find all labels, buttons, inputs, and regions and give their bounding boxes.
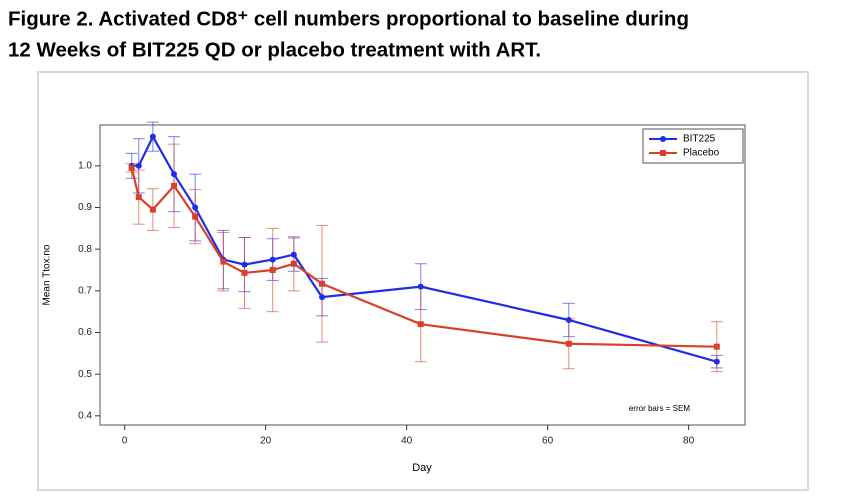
data-point xyxy=(128,164,135,171)
legend-label: BIT225 xyxy=(683,134,716,145)
x-tick-label: 0 xyxy=(122,436,128,447)
data-point xyxy=(171,182,178,189)
y-tick-label: 0.5 xyxy=(78,369,92,380)
y-tick-label: 0.8 xyxy=(78,244,92,255)
data-point xyxy=(417,283,424,290)
x-tick-label: 40 xyxy=(401,436,413,447)
data-point xyxy=(171,171,178,178)
data-point xyxy=(319,280,326,287)
y-tick-label: 0.4 xyxy=(78,410,92,421)
y-axis-label: Mean Ttox.no xyxy=(42,244,53,305)
annotation: error bars = SEM xyxy=(629,404,690,413)
chart-title: 12 Weeks of BIT225 QD or placebo treatme… xyxy=(8,38,541,61)
data-point xyxy=(713,343,720,350)
plot-frame xyxy=(99,124,746,426)
data-point xyxy=(220,258,227,265)
data-point xyxy=(192,204,199,211)
data-point xyxy=(565,317,572,323)
data-point xyxy=(149,206,156,213)
x-tick-label: 20 xyxy=(260,436,272,447)
y-tick-label: 0.7 xyxy=(78,285,92,296)
legend-marker xyxy=(660,150,666,156)
data-point xyxy=(241,261,248,268)
data-point xyxy=(135,194,142,201)
y-tick-label: 1.0 xyxy=(78,160,92,171)
data-point xyxy=(290,260,297,267)
x-axis-label: Day xyxy=(412,462,432,474)
data-point xyxy=(149,133,156,140)
x-tick-label: 60 xyxy=(542,436,554,447)
y-tick-label: 0.9 xyxy=(78,202,92,213)
data-point xyxy=(135,162,142,169)
chart-title: Figure 2. Activated CD8⁺ cell numbers pr… xyxy=(8,7,689,30)
y-tick-label: 0.6 xyxy=(78,327,92,338)
x-tick-label: 80 xyxy=(683,436,695,447)
data-point xyxy=(713,358,720,365)
data-point xyxy=(565,340,572,347)
legend-box xyxy=(642,128,744,164)
data-point xyxy=(319,294,326,301)
legend-label: Placebo xyxy=(683,148,720,159)
data-point xyxy=(290,251,297,258)
data-point xyxy=(269,256,276,263)
data-point xyxy=(417,321,424,328)
data-point xyxy=(192,213,199,220)
data-point xyxy=(241,269,248,276)
data-point xyxy=(269,267,276,273)
legend-marker xyxy=(660,136,666,142)
